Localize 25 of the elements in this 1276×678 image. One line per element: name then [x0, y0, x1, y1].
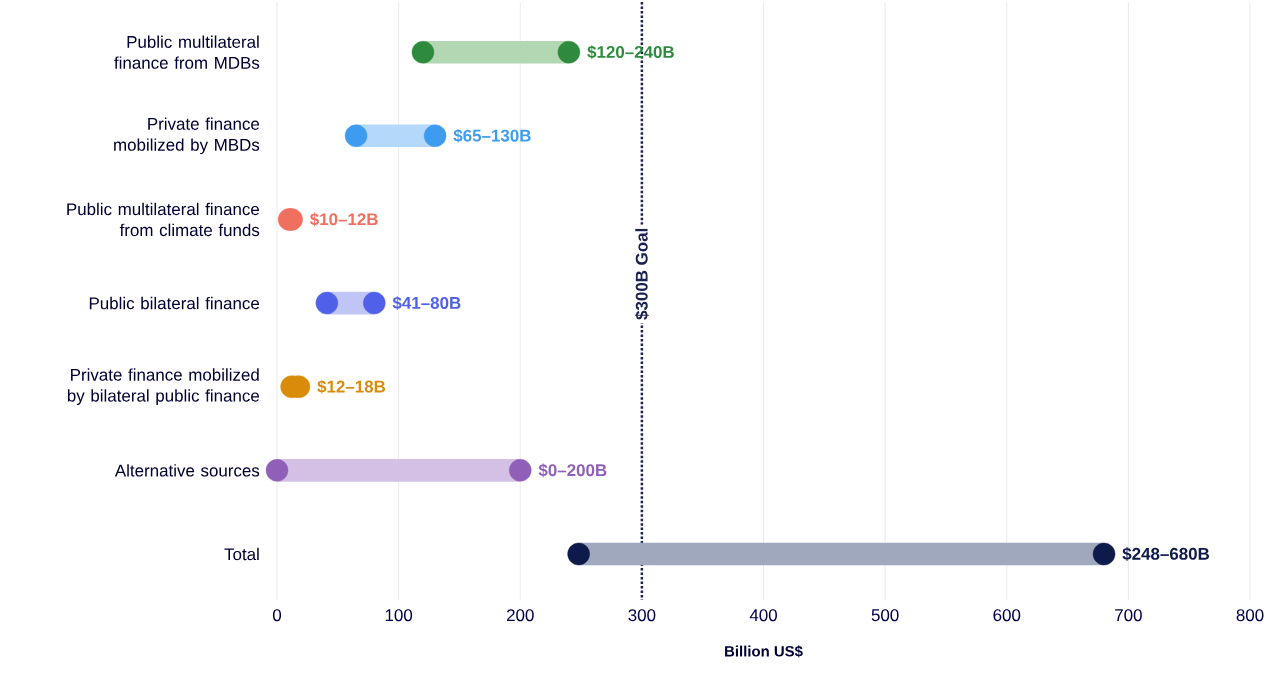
x-tick-label: 200 [506, 609, 534, 622]
y-tick-label: Private finance mobilized by MBDs [114, 117, 260, 155]
x-tick-label: 500 [871, 609, 899, 622]
y-tick-label: Alternative sources [114, 464, 260, 477]
x-tick-label: 300 [628, 609, 656, 622]
x-tick-label: 700 [1115, 609, 1142, 622]
data-label: $10–12B [310, 212, 378, 227]
ref-line-label: $300B Goal [634, 228, 649, 320]
x-tick-label: 400 [749, 609, 777, 622]
y-tick-label: Total [224, 547, 259, 561]
x-tick-label: 0 [272, 609, 282, 622]
data-label: $12–18B [317, 379, 386, 394]
data-label: $65–130B [453, 128, 531, 143]
x-tick-label: 100 [385, 609, 413, 622]
y-tick-label: Private finance mobilized by bilateral public finance [67, 368, 260, 406]
data-label: $248–680B [1122, 547, 1210, 561]
y-tick-label: Public multilateral finance from climate funds [67, 202, 260, 237]
x-tick-label: 800 [1236, 609, 1264, 622]
x-tick-label: 600 [993, 609, 1021, 622]
y-tick-label: Public multilateral finance from MDBs [114, 35, 260, 69]
data-label: $0–200B [538, 463, 607, 478]
data-label: $41–80B [392, 296, 461, 310]
x-axis-title: Billion US$ [725, 645, 803, 658]
y-tick-label: Public bilateral finance [89, 296, 260, 310]
data-label: $120–240B [587, 45, 674, 60]
